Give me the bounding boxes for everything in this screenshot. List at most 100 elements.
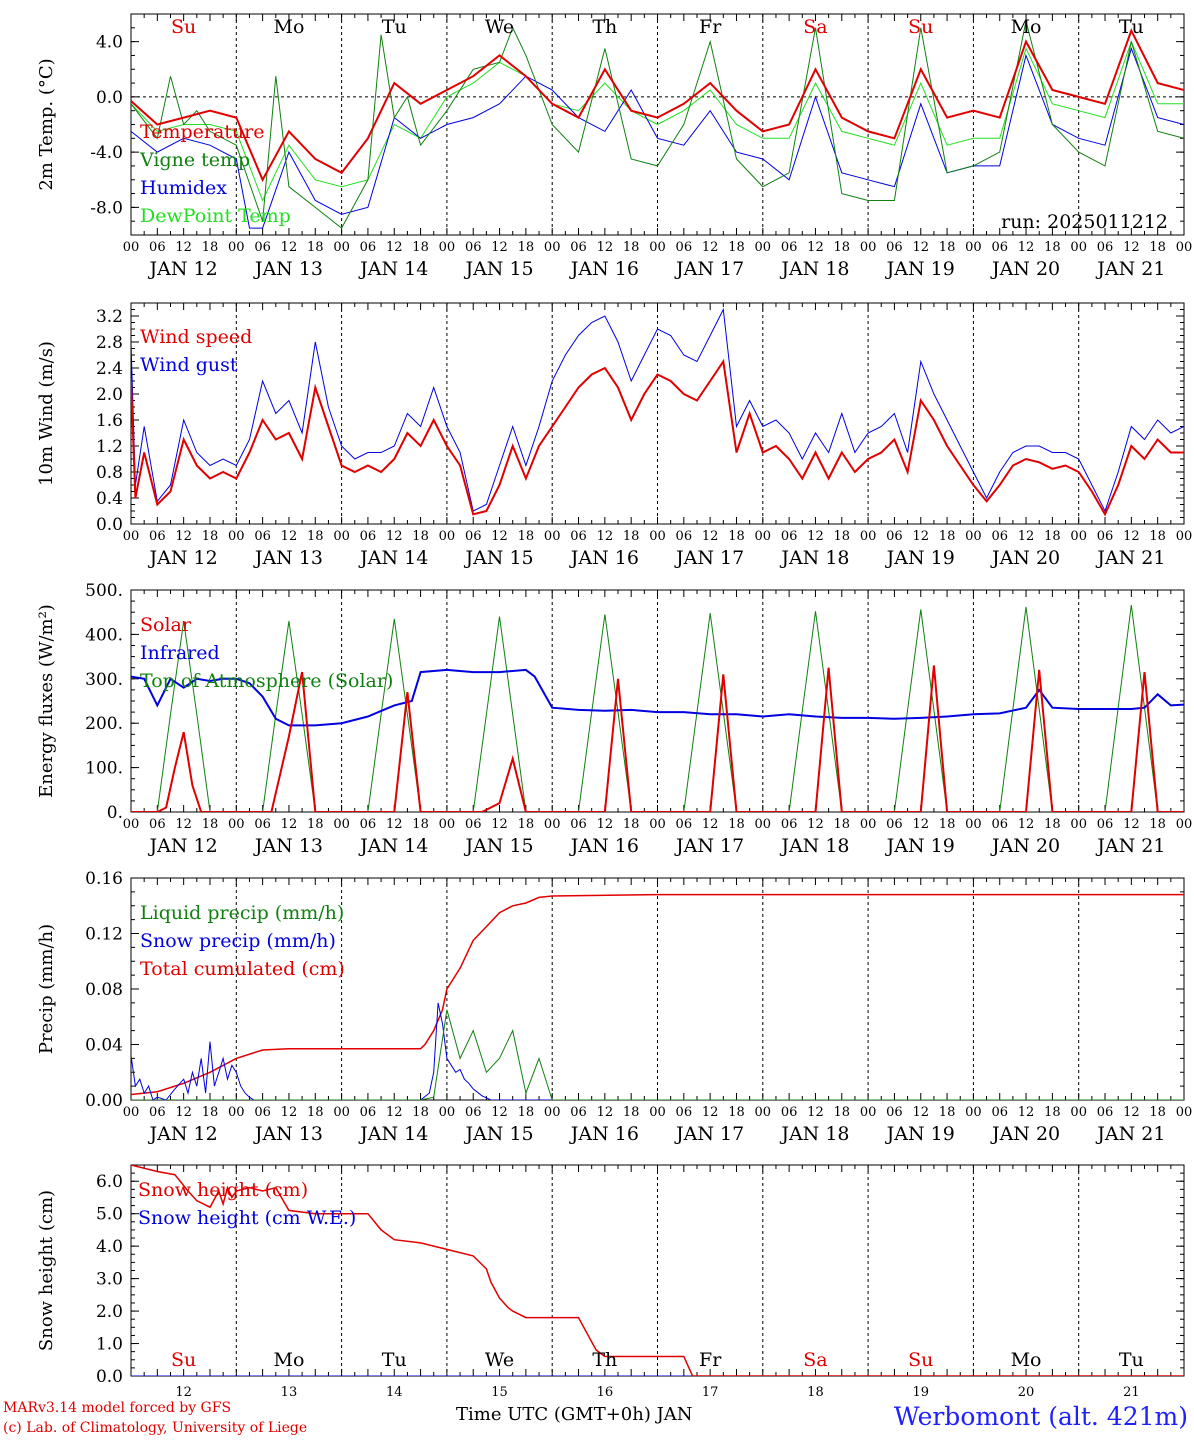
y-tick-label: 1.6: [96, 411, 123, 431]
y-tick-label: 0.16: [85, 869, 123, 889]
hour-tick-label: 06: [991, 240, 1008, 255]
hour-tick-label: 18: [412, 1105, 429, 1120]
hour-tick-label: 12: [702, 817, 719, 832]
hour-tick-label: 06: [676, 529, 693, 544]
hour-tick-label: 06: [991, 529, 1008, 544]
hour-tick-label: 18: [307, 529, 324, 544]
hour-tick-label: 06: [676, 1105, 693, 1120]
hour-tick-label: 00: [1070, 1105, 1087, 1120]
hour-tick-label: 00: [333, 1105, 350, 1120]
date-label: JAN 19: [885, 1123, 955, 1145]
hour-tick-label: 00: [123, 1105, 140, 1120]
hour-tick-label: 00: [228, 1105, 245, 1120]
hour-tick-label: 06: [360, 1105, 377, 1120]
hour-tick-label: 12: [281, 529, 298, 544]
y-tick-label: -4.0: [90, 143, 123, 163]
hour-tick-label: 18: [412, 529, 429, 544]
hour-tick-label: 12: [702, 529, 719, 544]
y-tick-label: 2.0: [96, 1302, 123, 1322]
y-tick-label: 3.0: [96, 1270, 123, 1290]
date-label: JAN 16: [569, 258, 639, 280]
y-tick-label: 300.: [85, 670, 123, 690]
hour-tick-label: 06: [149, 817, 166, 832]
date-label: JAN 13: [253, 547, 323, 569]
date-label: JAN 17: [674, 1123, 744, 1145]
legend-entry: Liquid precip (mm/h): [140, 902, 344, 924]
date-label: JAN 14: [358, 547, 428, 569]
hour-tick-label: 18: [728, 529, 745, 544]
hour-tick-label: 12: [175, 240, 192, 255]
hour-tick-label: 00: [1070, 817, 1087, 832]
weekday-label: Mo: [273, 16, 304, 38]
hour-tick-label: 00: [1176, 1105, 1193, 1120]
hour-tick-label: 00: [755, 817, 772, 832]
hour-tick-label: 12: [807, 1105, 824, 1120]
hour-tick-label: 12: [281, 240, 298, 255]
date-label: JAN 13: [253, 835, 323, 857]
weekday-label: Su: [908, 16, 933, 38]
series-line: [131, 1009, 1184, 1100]
hour-tick-label: 06: [254, 817, 271, 832]
hour-tick-label: 06: [886, 1105, 903, 1120]
series-line: [131, 20, 1184, 229]
hour-tick-label: 06: [781, 1105, 798, 1120]
legend-entry: Infrared: [140, 642, 220, 664]
y-tick-label: 0.12: [85, 925, 123, 945]
hour-tick-label: 06: [465, 240, 482, 255]
hour-tick-label: 06: [570, 240, 587, 255]
legend-entry: Solar: [140, 614, 192, 636]
weekday-label: Mo: [1011, 16, 1042, 38]
series-line: [131, 358, 1184, 517]
hour-tick-label: 06: [676, 817, 693, 832]
date-label: JAN 12: [148, 258, 218, 280]
weekday-label: Tu: [382, 16, 407, 38]
day-number-label: 12: [175, 1385, 192, 1400]
y-tick-label: 200.: [85, 714, 123, 734]
hour-tick-label: 18: [939, 1105, 956, 1120]
hour-tick-label: 00: [1176, 240, 1193, 255]
hour-tick-label: 12: [1018, 529, 1035, 544]
x-axis-label: Time UTC (GMT+0h) JAN: [456, 1404, 693, 1425]
station-label: Werbomont (alt. 421m): [893, 1402, 1188, 1431]
hour-tick-label: 00: [1070, 240, 1087, 255]
day-number-label: 17: [702, 1385, 719, 1400]
hour-tick-label: 06: [781, 817, 798, 832]
hour-tick-label: 12: [807, 817, 824, 832]
date-label: JAN 21: [1095, 835, 1165, 857]
hour-tick-label: 00: [544, 240, 561, 255]
hour-tick-label: 00: [965, 529, 982, 544]
hour-tick-label: 18: [1149, 529, 1166, 544]
series-line: [131, 668, 1184, 727]
date-label: JAN 13: [253, 258, 323, 280]
hour-tick-label: 06: [781, 529, 798, 544]
hour-tick-label: 18: [307, 240, 324, 255]
weekday-label: Tu: [382, 1349, 407, 1371]
hour-tick-label: 00: [439, 817, 456, 832]
hour-tick-label: 00: [755, 529, 772, 544]
date-label: JAN 14: [358, 258, 428, 280]
y-tick-label: 0.0: [96, 515, 123, 535]
y-tick-label: 3.2: [96, 307, 123, 327]
hour-tick-label: 00: [649, 240, 666, 255]
hour-tick-label: 12: [386, 817, 403, 832]
hour-tick-label: 06: [1097, 529, 1114, 544]
hour-tick-label: 00: [228, 240, 245, 255]
hour-tick-label: 12: [1018, 817, 1035, 832]
y-tick-label: 4.0: [96, 33, 123, 53]
weekday-label: Fr: [699, 16, 722, 38]
weekday-label: We: [485, 1349, 514, 1371]
date-label: JAN 12: [148, 835, 218, 857]
weekday-label: Tu: [1119, 1349, 1144, 1371]
legend-entry: Snow precip (mm/h): [140, 930, 336, 952]
hour-tick-label: 18: [412, 817, 429, 832]
hour-tick-label: 00: [965, 240, 982, 255]
date-label: JAN 17: [674, 835, 744, 857]
date-label: JAN 18: [779, 835, 849, 857]
hour-tick-label: 18: [202, 529, 219, 544]
hour-tick-label: 00: [544, 1105, 561, 1120]
hour-tick-label: 06: [991, 817, 1008, 832]
series-line: [131, 665, 1184, 812]
weekday-label: We: [485, 16, 514, 38]
weekday-label: Su: [171, 1349, 196, 1371]
weekday-label: Su: [171, 16, 196, 38]
